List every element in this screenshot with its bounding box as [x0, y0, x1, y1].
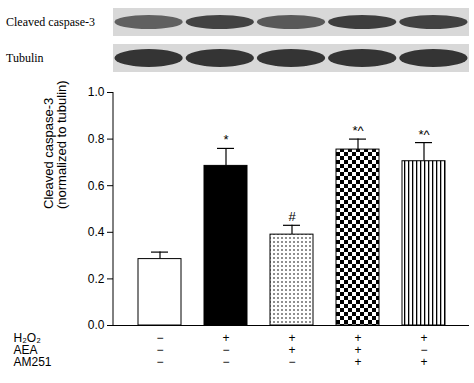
svg-text:H₂O₂AEAAM251: H₂O₂AEAAM251 — [14, 331, 52, 369]
svg-text:1.0: 1.0 — [88, 85, 105, 99]
svg-text:0.8: 0.8 — [88, 132, 105, 146]
svg-text:#: # — [288, 209, 296, 224]
svg-text:+−+: +−+ — [420, 331, 427, 369]
svg-text:*: * — [223, 132, 228, 147]
svg-text:+++: +++ — [354, 331, 361, 369]
svg-text:0.6: 0.6 — [88, 179, 105, 193]
svg-text:++−: ++− — [288, 331, 295, 369]
svg-text:0.4: 0.4 — [88, 225, 105, 239]
svg-text:Cleaved caspase-3: Cleaved caspase-3 — [6, 15, 95, 29]
svg-text:Tubulin: Tubulin — [6, 51, 44, 65]
svg-text:*^: *^ — [418, 127, 430, 142]
svg-text:Cleaved caspase-3(normalized t: Cleaved caspase-3(normalized to tubulin) — [41, 80, 69, 209]
svg-text:0.0: 0.0 — [88, 318, 105, 332]
svg-text:+−−: +−− — [222, 331, 229, 369]
svg-text:0.2: 0.2 — [88, 272, 105, 286]
svg-text:*^: *^ — [352, 123, 364, 138]
svg-text:−−−: −−− — [156, 331, 163, 369]
